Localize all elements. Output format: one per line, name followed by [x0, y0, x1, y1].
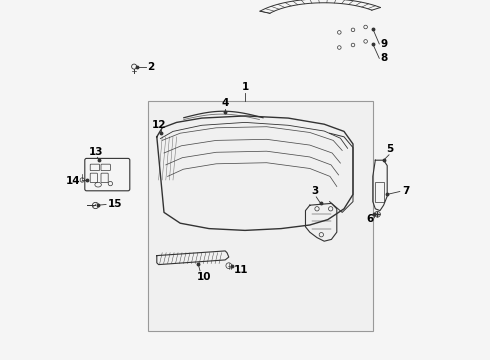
Text: 1: 1 [242, 82, 248, 92]
Text: 8: 8 [381, 53, 388, 63]
Text: 11: 11 [233, 265, 248, 275]
Text: 9: 9 [381, 39, 388, 49]
Text: 3: 3 [312, 186, 319, 196]
Text: 14: 14 [66, 176, 80, 186]
Bar [375, 182, 384, 202]
Text: 2: 2 [147, 62, 155, 72]
Text: 13: 13 [88, 147, 103, 157]
Text: 6: 6 [366, 213, 373, 224]
Text: 5: 5 [387, 144, 393, 154]
Bar [148, 101, 373, 331]
Text: 15: 15 [108, 199, 122, 210]
Text: 12: 12 [152, 120, 167, 130]
Text: 7: 7 [403, 186, 410, 196]
Text: 4: 4 [221, 98, 229, 108]
Text: 10: 10 [196, 272, 211, 282]
